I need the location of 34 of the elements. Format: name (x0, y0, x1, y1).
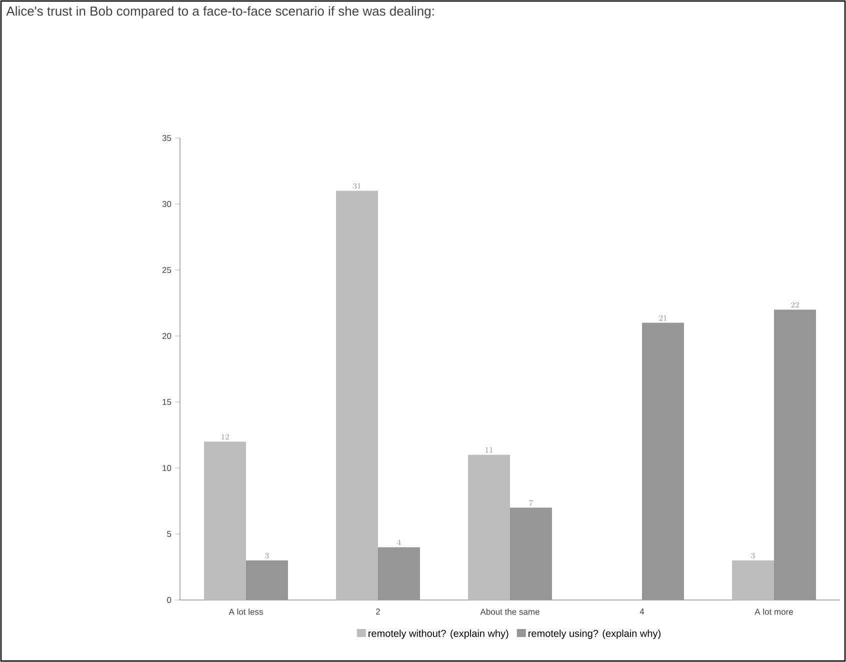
data-label: 22 (791, 302, 799, 308)
data-label: 7 (529, 500, 534, 506)
bar (732, 560, 774, 600)
legend-label: remotely using? (explain why) (528, 630, 660, 639)
bar (378, 547, 420, 600)
x-tick-label: 2 (376, 608, 380, 614)
data-label: 12 (222, 434, 229, 440)
bar (336, 190, 378, 600)
y-tick-label: 0 (167, 597, 172, 604)
y-tick-label: 15 (162, 399, 172, 405)
bar (510, 508, 552, 600)
x-tick-label: A lot more (754, 608, 793, 615)
data-label: 4 (397, 540, 401, 545)
data-label: 3 (265, 552, 269, 558)
y-tick-label: 30 (162, 201, 172, 208)
y-tick-label: 25 (162, 267, 172, 274)
data-label: 31 (353, 183, 361, 189)
y-tick-label: 20 (162, 333, 172, 340)
bar (642, 322, 684, 600)
x-tick-label: A lot less (228, 608, 263, 615)
y-tick-label: 35 (162, 134, 172, 142)
legend-label: remotely without? (explain why) (368, 630, 508, 639)
data-label: 21 (659, 315, 667, 321)
x-tick-label: About the same (480, 608, 540, 615)
x-tick-label: 4 (640, 608, 644, 614)
chart-title: Alice's trust in Bob compared to a face-to-face scenario if she was dealing: (6, 6, 434, 18)
bar (468, 454, 510, 600)
data-label: 11 (486, 447, 493, 453)
bar (774, 310, 816, 600)
data-label: 3 (751, 552, 755, 558)
bar (246, 560, 288, 600)
y-tick-label: 10 (162, 465, 172, 472)
bar (204, 442, 246, 600)
y-tick-label: 5 (167, 531, 172, 537)
